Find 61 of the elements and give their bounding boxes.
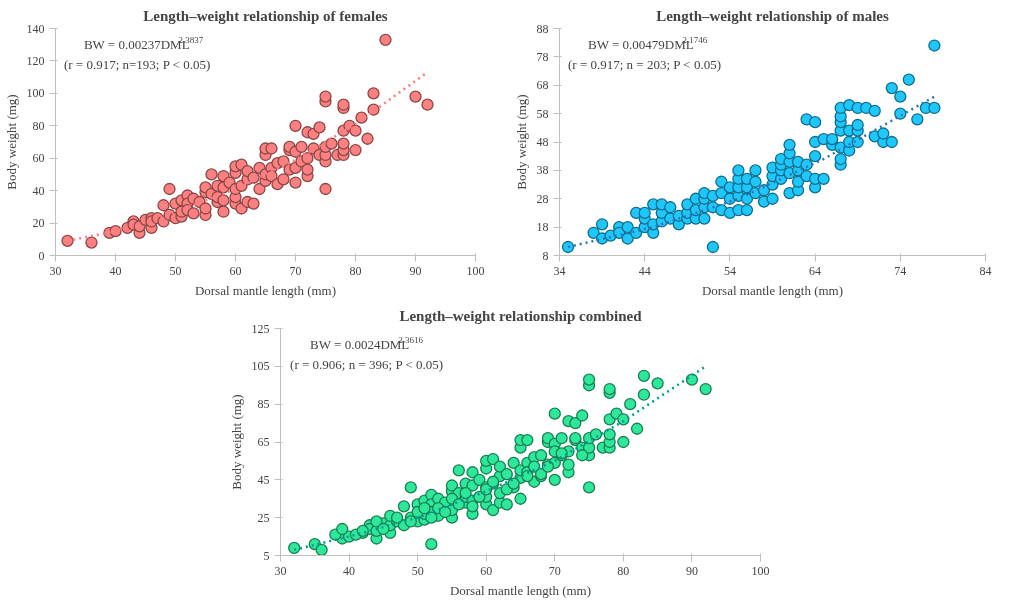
x-tick-label: 80: [349, 263, 362, 278]
x-tick-label: 90: [409, 263, 422, 278]
x-tick-label: 40: [109, 263, 122, 278]
x-tick-label: 70: [548, 563, 561, 578]
annotation: BW = 0.00237DML2.3837: [83, 35, 204, 52]
x-axis-title: Dorsal mantle length (mm): [194, 282, 337, 298]
x-tick-label: 60: [229, 263, 242, 278]
y-tick-label: 25: [257, 510, 270, 525]
y-axis-title: Body weight (mg): [228, 394, 244, 490]
x-tick-label: 70: [289, 263, 302, 278]
y-tick-label: 68: [536, 78, 549, 93]
annotation: BW = 0.0024DML2.3616: [310, 335, 424, 352]
y-tick-label: 58: [536, 106, 549, 121]
annotation: (r = 0.917; n=193; P < 0.05): [63, 56, 211, 72]
y-tick-label: 125: [251, 321, 270, 336]
x-tick-label: 44: [638, 263, 651, 278]
chart-title: Length–weight relationship of females: [143, 7, 388, 24]
x-tick-label: 50: [169, 263, 182, 278]
x-tick-label: 80: [617, 563, 630, 578]
x-tick-label: 54: [723, 263, 736, 278]
y-tick-label: 38: [536, 163, 549, 178]
x-axis-title: Dorsal mantle length (mm): [449, 582, 592, 598]
y-tick-label: 0: [38, 248, 45, 263]
chart-title: Length–weight relationship of males: [656, 7, 889, 24]
x-tick-label: 34: [553, 263, 566, 278]
y-tick-label: 48: [536, 135, 549, 149]
y-tick-label: 65: [257, 435, 270, 449]
annotation: BW = 0.00479DML2.1746: [588, 35, 708, 52]
y-tick-label: 8: [542, 248, 549, 263]
annotation: (r = 0.917; n = 203; P < 0.05): [568, 56, 721, 72]
y-tick-label: 105: [251, 359, 270, 374]
y-tick-label: 100: [26, 86, 45, 101]
x-tick-label: 100: [751, 563, 770, 578]
y-tick-label: 140: [26, 21, 45, 36]
chart-title: Length–weight relationship combined: [399, 307, 643, 324]
x-tick-label: 84: [979, 263, 992, 278]
y-tick-label: 60: [32, 151, 45, 166]
x-tick-label: 30: [49, 263, 62, 278]
y-tick-label: 78: [536, 49, 549, 64]
y-tick-label: 40: [32, 183, 45, 198]
y-axis-title: Body weight (mg): [513, 94, 529, 190]
y-tick-label: 80: [32, 118, 45, 133]
y-tick-label: 18: [536, 220, 549, 235]
x-tick-label: 100: [466, 263, 485, 278]
y-tick-label: 5: [263, 548, 270, 563]
y-tick-label: 28: [536, 191, 549, 206]
x-tick-label: 74: [894, 263, 907, 278]
y-tick-label: 120: [26, 53, 45, 68]
x-tick-label: 30: [274, 563, 287, 578]
x-tick-label: 64: [809, 263, 822, 278]
x-axis-title: Dorsal mantle length (mm): [701, 282, 844, 298]
x-tick-label: 50: [411, 563, 424, 578]
annotation: (r = 0.906; n = 396; P < 0.05): [290, 356, 444, 372]
x-tick-label: 60: [480, 563, 493, 578]
y-tick-label: 88: [536, 21, 549, 36]
y-tick-label: 20: [32, 216, 45, 231]
x-tick-label: 40: [343, 563, 356, 578]
y-tick-label: 45: [257, 472, 270, 487]
y-tick-label: 85: [257, 397, 270, 412]
y-axis-title: Body weight (mg): [3, 94, 19, 190]
x-tick-label: 90: [685, 563, 698, 578]
